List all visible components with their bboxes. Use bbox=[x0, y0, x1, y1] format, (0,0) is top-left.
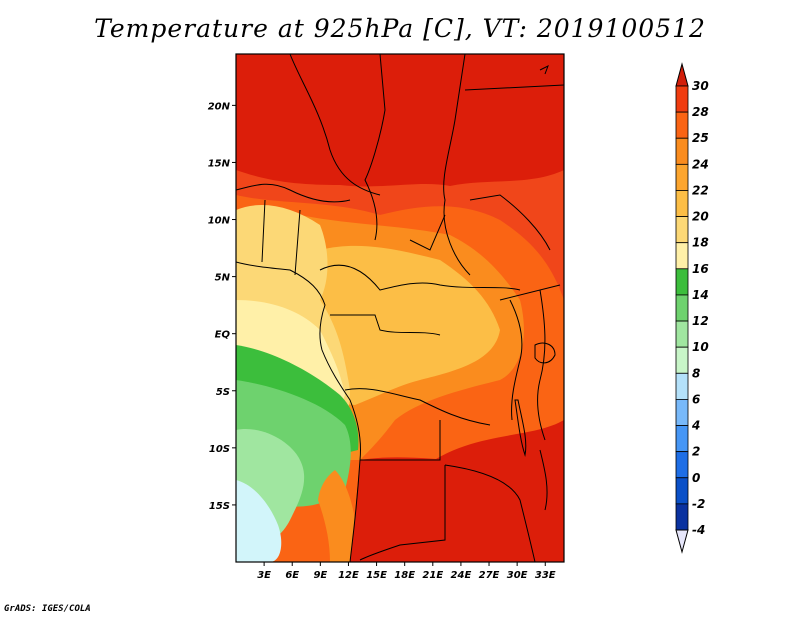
lat-tick-label: EQ bbox=[215, 330, 231, 341]
colorbar-segment bbox=[675, 372, 689, 400]
lat-tick-label: 10S bbox=[209, 444, 230, 455]
chart-title: Temperature at 925hPa [C], VT: 201910051… bbox=[94, 14, 706, 43]
lon-tick-label: 24E bbox=[451, 570, 472, 581]
colorbar-label: 12 bbox=[692, 314, 709, 328]
border-segment bbox=[319, 264, 521, 291]
lon-tick-label: 15E bbox=[366, 570, 387, 581]
colorbar-label: 28 bbox=[692, 105, 709, 119]
border-segment bbox=[464, 84, 564, 91]
lat-tick-label: 15N bbox=[208, 158, 231, 169]
lake-malawi bbox=[539, 449, 548, 511]
colorbar-segment bbox=[675, 477, 689, 505]
border-segment bbox=[509, 299, 523, 421]
lat-tick-label: 5N bbox=[215, 273, 231, 284]
border-segment bbox=[359, 465, 446, 561]
lat-tick-label: 5S bbox=[216, 387, 230, 398]
grads-credit: GrADS: IGES/COLA bbox=[4, 604, 91, 614]
colorbar-label: 22 bbox=[692, 183, 709, 197]
border-segment bbox=[330, 314, 441, 336]
border-segment bbox=[444, 464, 536, 562]
colorbar-bottom-triangle bbox=[675, 529, 689, 554]
border-segment bbox=[443, 54, 471, 276]
colorbar-label: -2 bbox=[692, 497, 705, 511]
colorbar-segment bbox=[675, 190, 689, 217]
border-segment bbox=[539, 64, 549, 75]
border-segment bbox=[360, 420, 441, 461]
west-coastline bbox=[236, 261, 361, 562]
colorbar-label: 20 bbox=[692, 210, 709, 224]
colorbar-top-triangle bbox=[675, 62, 689, 87]
border-segment bbox=[236, 183, 351, 203]
colorbar-label: 8 bbox=[692, 366, 700, 380]
lon-tick-label: 12E bbox=[338, 570, 359, 581]
colorbar-segment bbox=[675, 294, 689, 322]
lon-tick-label: 18E bbox=[394, 570, 415, 581]
lat-axis: 20N 15N 10N 5N EQ 5S 10S 15S bbox=[208, 101, 236, 512]
lake-victoria bbox=[534, 342, 556, 364]
colorbar-segment bbox=[675, 85, 689, 113]
colorbar-segment bbox=[675, 451, 689, 479]
lon-tick-label: 27E bbox=[479, 570, 500, 581]
lon-tick-label: 9E bbox=[313, 570, 327, 581]
colorbar-label: 0 bbox=[692, 471, 700, 485]
colorbar-segment bbox=[675, 163, 689, 191]
border-segment bbox=[537, 289, 546, 441]
lon-tick-label: 21E bbox=[422, 570, 443, 581]
colorbar-segment bbox=[675, 111, 689, 139]
border-segment bbox=[344, 388, 491, 426]
colorbar-label: 25 bbox=[692, 131, 709, 145]
lon-tick-label: 3E bbox=[257, 570, 271, 581]
field-congo-yellow bbox=[300, 245, 500, 405]
colorbar-label: 4 bbox=[691, 419, 700, 433]
colorbar-label: 6 bbox=[692, 392, 700, 406]
field-south-red bbox=[350, 452, 564, 562]
colorbar-label: 24 bbox=[692, 157, 709, 171]
lat-tick-label: 20N bbox=[208, 101, 231, 112]
lat-tick-label: 10N bbox=[208, 216, 231, 227]
lat-tick-label: 15S bbox=[209, 501, 230, 512]
colorbar-segment bbox=[675, 425, 689, 453]
lon-axis: 3E 6E 9E 12E 15E 18E 21E 24E 27E 30E 33E bbox=[257, 562, 556, 581]
border-segment bbox=[499, 284, 561, 301]
colorbar-segment bbox=[675, 399, 689, 426]
colorbar-segment bbox=[675, 216, 689, 244]
field-namib-orange bbox=[318, 470, 357, 562]
border-segment bbox=[289, 54, 381, 196]
lake-tanganyika bbox=[514, 399, 527, 457]
colorbar-label: 10 bbox=[692, 340, 709, 354]
colorbar-label: 30 bbox=[692, 79, 709, 93]
lon-tick-label: 30E bbox=[507, 570, 528, 581]
colorbar-label: 14 bbox=[692, 288, 709, 302]
colorbar-segment bbox=[675, 137, 689, 165]
border-segment bbox=[409, 194, 551, 251]
colorbar-label: 18 bbox=[692, 236, 709, 250]
colorbar-segment bbox=[675, 346, 689, 374]
temperature-field bbox=[236, 54, 564, 562]
colorbar-segment bbox=[675, 320, 689, 348]
borders bbox=[236, 54, 564, 562]
map-frame bbox=[235, 53, 565, 563]
border-segment bbox=[261, 199, 301, 276]
colorbar-label: 2 bbox=[692, 445, 700, 459]
colorbar-label: 16 bbox=[692, 262, 709, 276]
colorbar-segment bbox=[675, 242, 689, 270]
colorbar-segment bbox=[675, 503, 689, 531]
border-segment bbox=[364, 54, 386, 241]
lon-tick-label: 6E bbox=[285, 570, 299, 581]
field-ocean-cyan bbox=[236, 480, 282, 562]
colorbar-label: -4 bbox=[692, 523, 705, 537]
colorbar-segment bbox=[675, 268, 689, 296]
lon-tick-label: 33E bbox=[535, 570, 556, 581]
